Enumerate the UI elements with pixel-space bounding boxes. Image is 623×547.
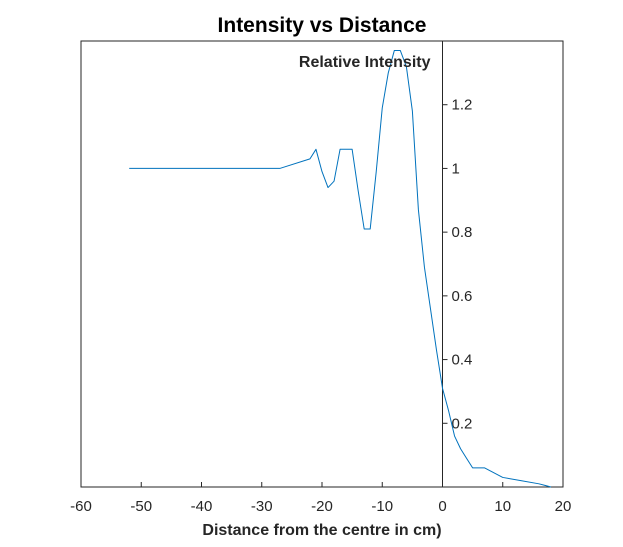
x-tick-label: 10: [494, 498, 511, 515]
y-axis-ticks: 0.2 0.4 0.6 0.8 1 1.2: [442, 97, 473, 432]
y-tick-label: 1: [452, 160, 460, 177]
y-tick-label: 0.6: [452, 288, 473, 305]
y-tick-label: 0.8: [452, 224, 473, 241]
x-tick-label: 20: [555, 498, 572, 515]
chart-title: Intensity vs Distance: [218, 14, 427, 37]
series-layer: [129, 50, 552, 488]
y-axis-label: Relative Intensity: [299, 54, 431, 71]
x-tick-label: -30: [251, 498, 273, 515]
x-tick-label: -40: [191, 498, 213, 515]
series-line: [129, 50, 552, 488]
x-tick-label: -10: [371, 498, 393, 515]
plot-box: [80, 40, 564, 488]
y-tick-label: 0.4: [452, 352, 473, 369]
x-tick-label: -20: [311, 498, 333, 515]
x-axis-ticks: -60 -50 -40 -30 -20 -10 0 10 20: [70, 482, 571, 515]
x-tick-label: -50: [130, 498, 152, 515]
x-tick-label: -60: [70, 498, 92, 515]
x-tick-label: 0: [438, 498, 446, 515]
y-tick-label: 1.2: [452, 97, 473, 114]
x-axis-label: Distance from the centre in cm): [202, 522, 441, 539]
y-tick-label: 0.2: [452, 415, 473, 432]
